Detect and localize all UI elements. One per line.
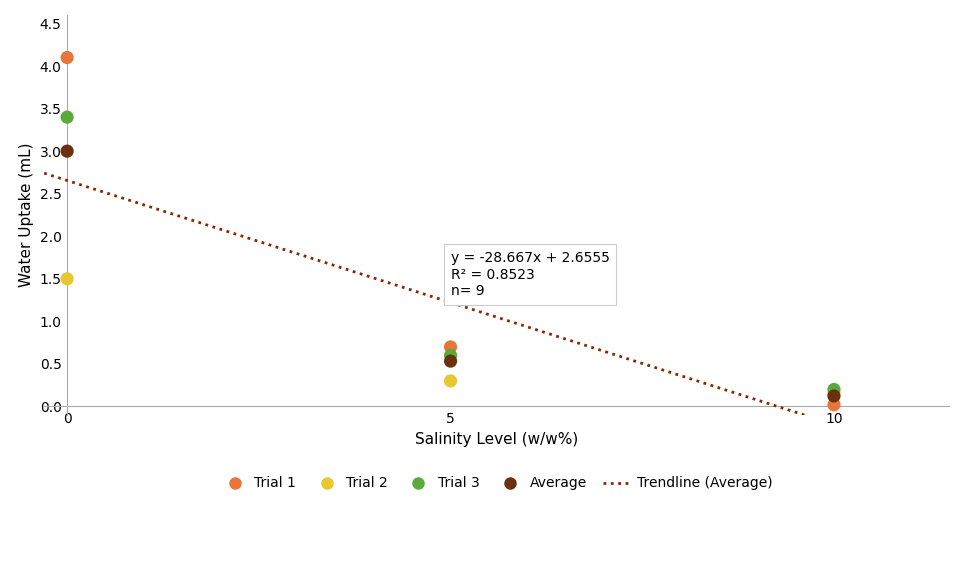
Point <box>442 351 458 360</box>
Point <box>826 385 842 394</box>
Point <box>60 146 75 156</box>
Point <box>60 112 75 122</box>
Legend: Trial 1, Trial 2, Trial 3, Average, Trendline (Average): Trial 1, Trial 2, Trial 3, Average, Tren… <box>215 471 778 496</box>
Text: y = -28.667x + 2.6555
R² = 0.8523
n= 9: y = -28.667x + 2.6555 R² = 0.8523 n= 9 <box>450 251 609 298</box>
Point <box>826 389 842 398</box>
Point <box>442 357 458 366</box>
Y-axis label: Water Uptake (mL): Water Uptake (mL) <box>19 143 34 287</box>
Point <box>60 53 75 62</box>
Point <box>826 391 842 401</box>
Point <box>442 376 458 386</box>
Point <box>826 400 842 409</box>
X-axis label: Salinity Level (w/w%): Salinity Level (w/w%) <box>415 431 578 446</box>
Point <box>60 274 75 284</box>
Point <box>442 342 458 351</box>
